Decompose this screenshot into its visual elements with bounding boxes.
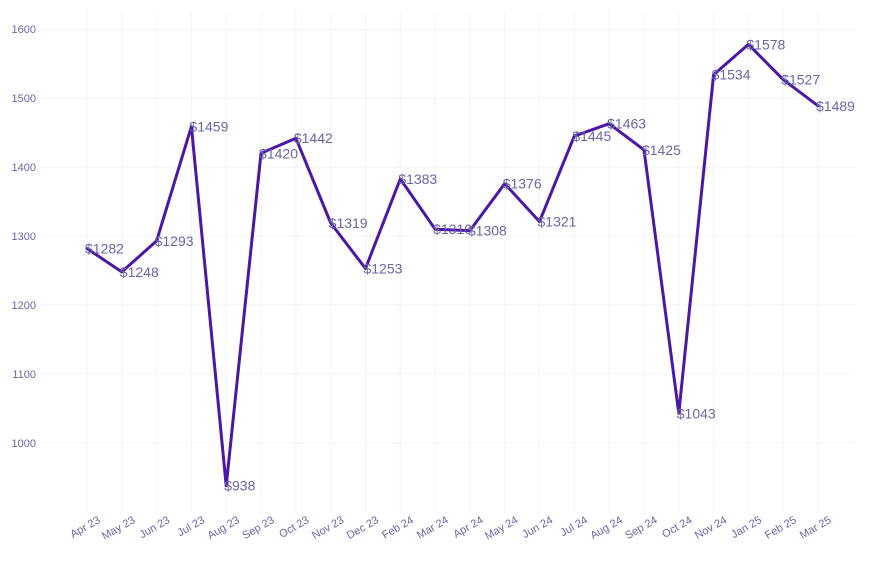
data-label: $1376	[503, 176, 542, 192]
data-label: $1527	[781, 72, 820, 88]
data-label: $1293	[155, 233, 194, 249]
grid-lines	[40, 12, 855, 513]
data-label: $1321	[538, 214, 577, 230]
x-tick-label: May 24	[483, 514, 520, 542]
x-tick-label: Feb 24	[380, 514, 416, 542]
data-label: $1425	[642, 142, 681, 158]
y-tick-label: 1600	[12, 24, 36, 36]
data-label: $1489	[816, 98, 855, 114]
y-tick-label: 1100	[12, 369, 36, 381]
data-label: $938	[224, 478, 255, 494]
y-tick-label: 1200	[12, 300, 36, 312]
y-tick-label: 1000	[12, 438, 36, 450]
x-tick-label: Jul 23	[176, 514, 207, 539]
y-tick-label: 1300	[12, 231, 36, 243]
data-label: $1534	[712, 67, 751, 83]
x-tick-label: Jun 24	[520, 514, 555, 541]
x-tick-label: Nov 23	[310, 514, 346, 542]
x-tick-label: Nov 24	[693, 514, 729, 542]
x-tick-label: Dec 23	[345, 514, 381, 542]
x-tick-label: Oct 23	[277, 514, 311, 541]
data-labels: $1282 $1248 $1293 $1459 $938 $1420$1442 $1319 $…	[85, 36, 855, 493]
x-tick-label: Mar 24	[415, 514, 451, 542]
x-tick-label: Jun 23	[138, 514, 173, 541]
data-label: $1445	[572, 128, 611, 144]
series-line	[85, 42, 820, 488]
data-label: $1442	[294, 130, 333, 146]
data-label: $1319	[329, 215, 368, 231]
data-label: $1578	[746, 36, 785, 52]
data-label: $1043	[677, 405, 716, 421]
x-tick-label: Oct 24	[660, 514, 694, 541]
data-label: $1310	[433, 221, 472, 237]
data-label: $1463	[607, 116, 646, 132]
data-label: $1248	[120, 264, 159, 280]
x-tick-label: Sep 24	[623, 514, 659, 542]
x-tick-label: Sep 23	[240, 514, 276, 542]
x-tick-label: Aug 24	[588, 514, 624, 542]
y-tick-label: 1400	[12, 162, 36, 174]
x-tick-label: Apr 24	[451, 514, 485, 541]
data-label: $1282	[85, 241, 124, 257]
y-axis-ticks: 1000 1100 1200 1300 1400 1500 1600	[12, 24, 36, 450]
data-label: $1420	[259, 145, 298, 161]
x-tick-label: May 23	[100, 514, 137, 542]
data-label: $1308	[468, 223, 507, 239]
x-tick-label: Aug 23	[206, 514, 242, 542]
data-label: $1383	[398, 171, 437, 187]
x-tick-label: Jul 24	[558, 514, 589, 539]
data-label: $1459	[189, 118, 228, 134]
data-label: $1253	[363, 260, 402, 276]
x-tick-label: Apr 23	[68, 514, 102, 541]
x-tick-label: Jan 25	[729, 514, 764, 541]
x-tick-label: Mar 25	[798, 514, 834, 542]
y-tick-label: 1500	[12, 93, 36, 105]
x-tick-label: Feb 25	[763, 514, 799, 542]
